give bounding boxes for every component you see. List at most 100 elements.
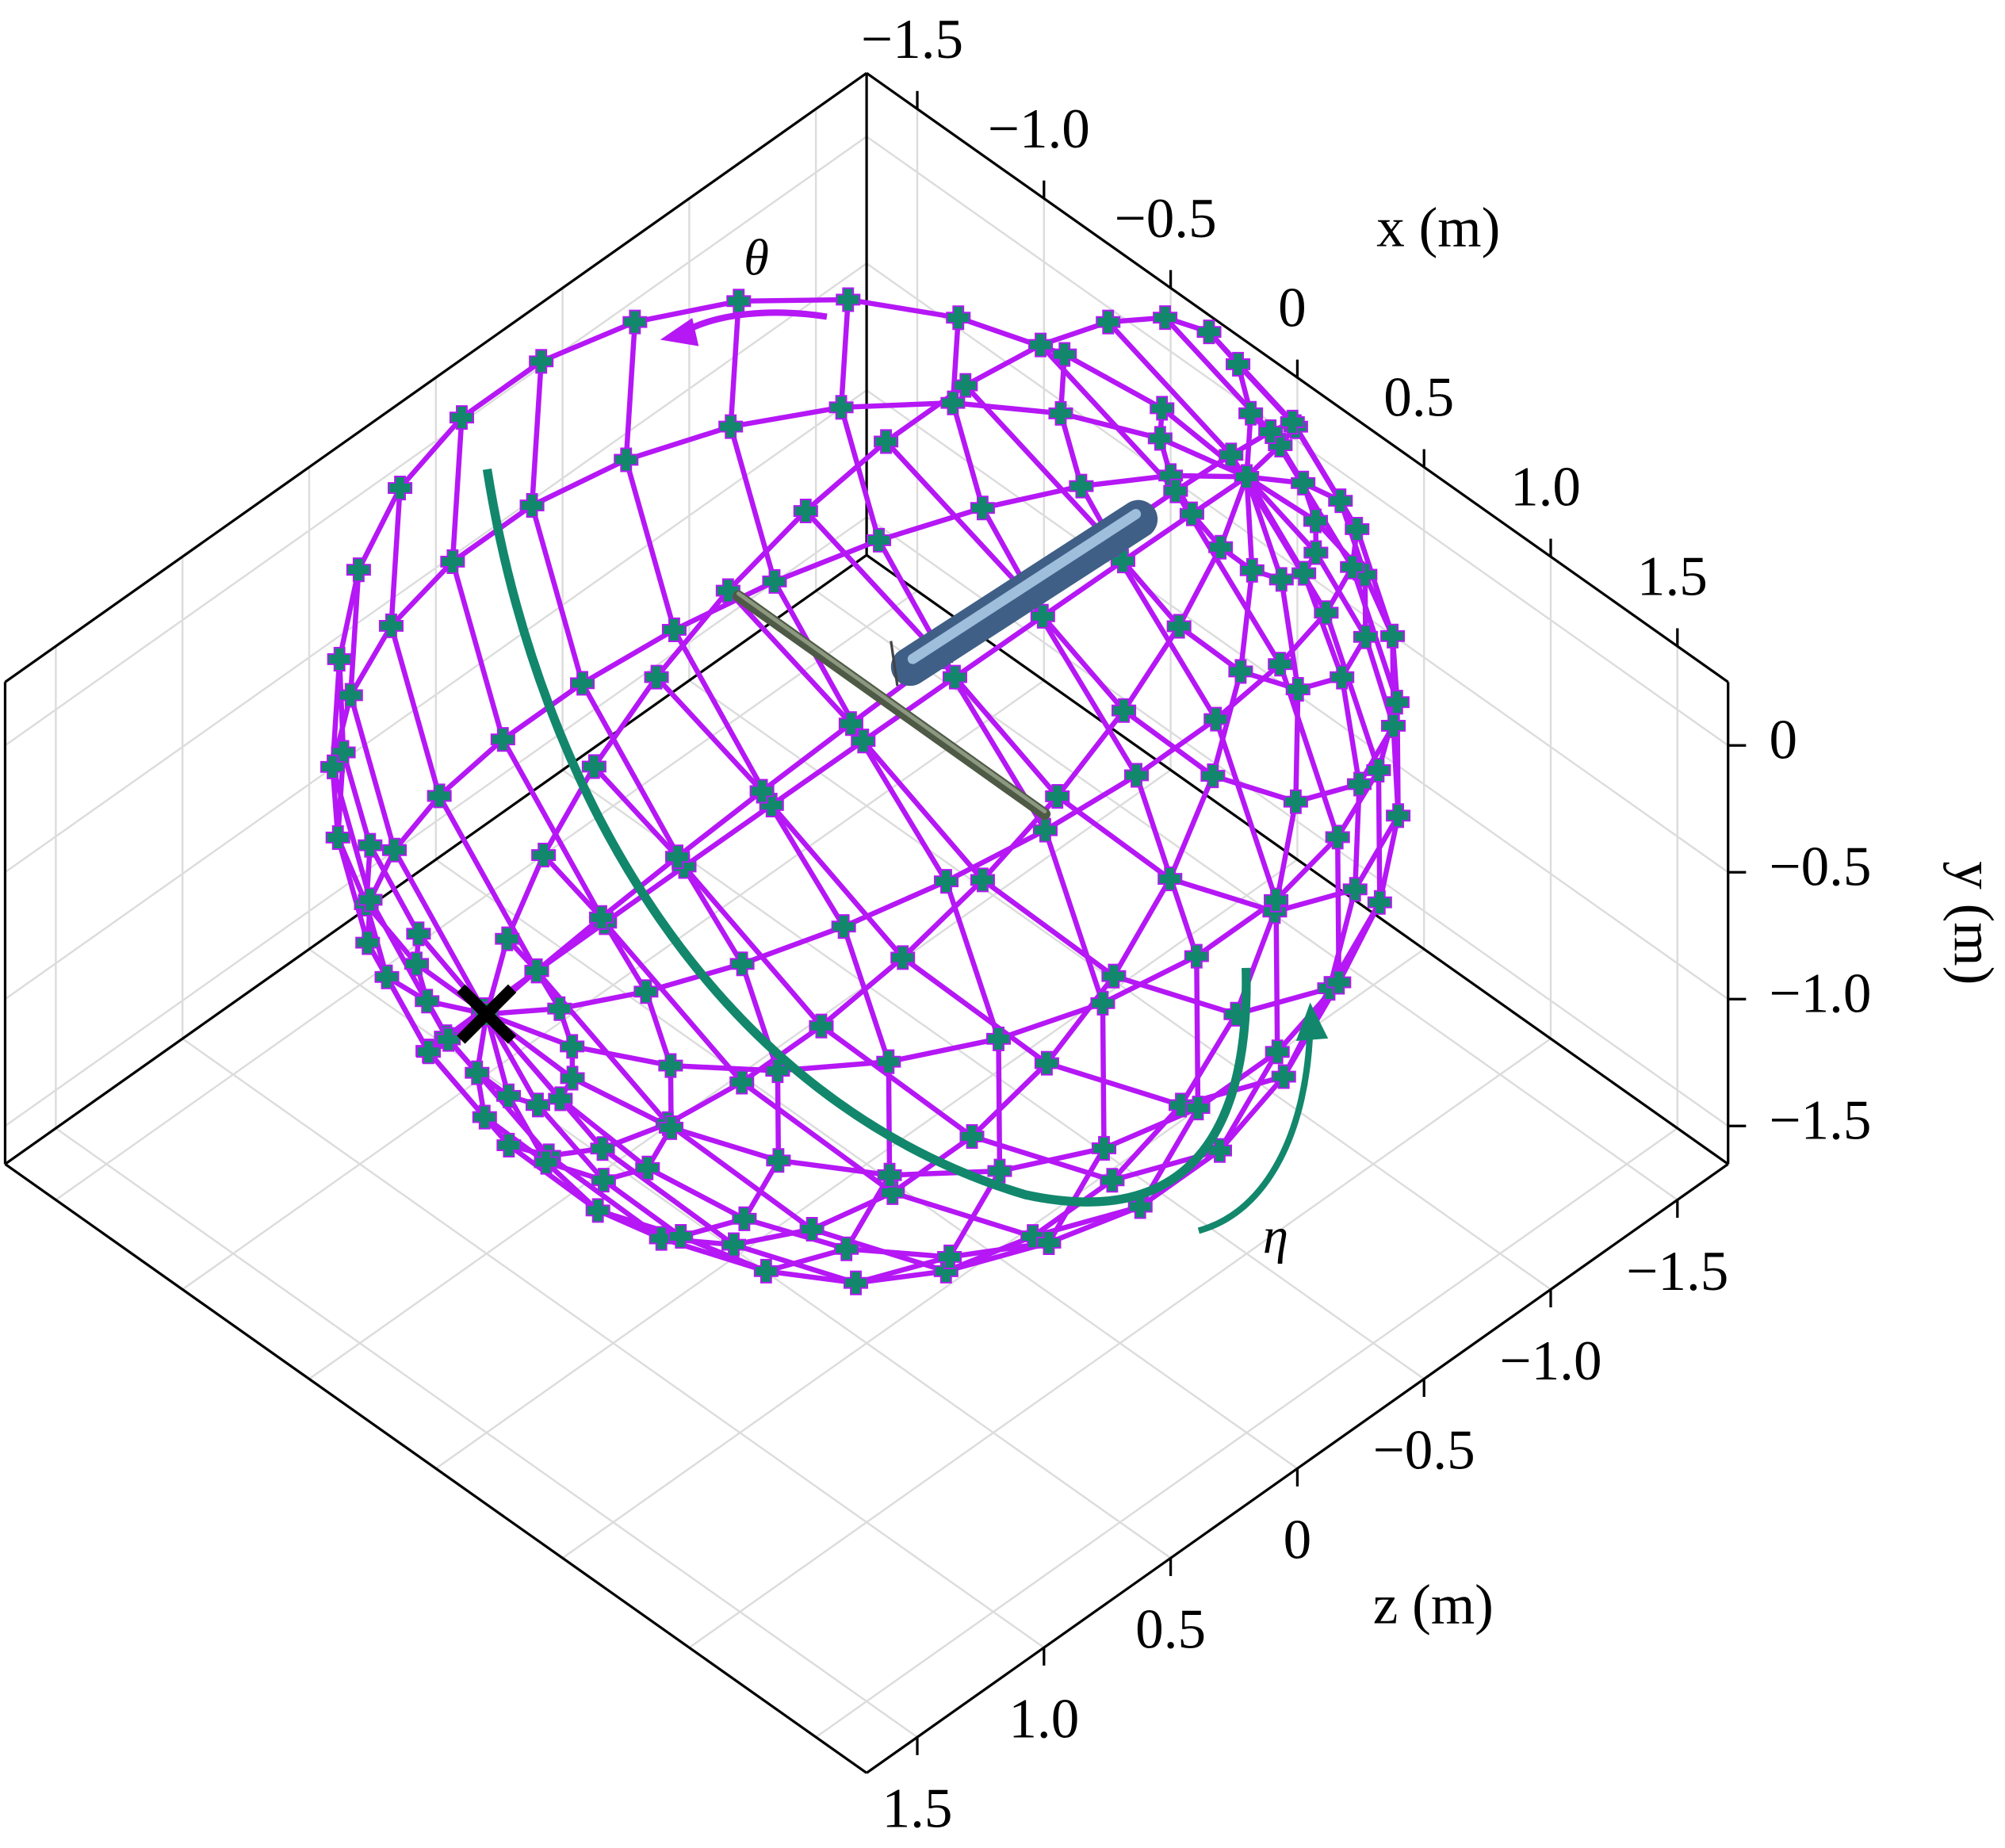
mesh-point bbox=[1179, 501, 1204, 526]
mesh-point bbox=[1163, 478, 1188, 503]
mesh-point bbox=[1314, 600, 1339, 626]
mesh-point bbox=[1124, 763, 1150, 788]
mesh-point bbox=[378, 613, 404, 638]
mesh-point bbox=[1157, 867, 1183, 892]
mesh-point bbox=[465, 1060, 490, 1085]
mesh-point bbox=[1234, 464, 1260, 489]
mesh-point bbox=[836, 287, 861, 312]
mesh-point bbox=[729, 1069, 755, 1095]
mesh-point bbox=[427, 783, 452, 809]
mesh-point bbox=[1203, 706, 1229, 732]
mesh-point bbox=[1303, 508, 1329, 534]
mesh-point bbox=[1265, 1039, 1290, 1065]
mesh-point bbox=[585, 1198, 610, 1223]
mesh-point bbox=[1326, 970, 1352, 995]
mesh-point bbox=[525, 1092, 550, 1118]
rod bbox=[733, 590, 1051, 821]
cylinder-highlight bbox=[907, 508, 1142, 664]
axis-edge bbox=[4, 553, 868, 1165]
mesh-point bbox=[718, 414, 744, 439]
x-tick-label: 1.0 bbox=[1510, 457, 1581, 518]
mesh-point bbox=[876, 1049, 901, 1074]
mesh-point bbox=[649, 1226, 674, 1251]
mesh-point bbox=[346, 557, 371, 583]
mesh-point bbox=[1291, 470, 1316, 495]
mesh-point bbox=[831, 914, 856, 939]
mesh-point bbox=[1268, 652, 1293, 677]
mesh-point bbox=[590, 1136, 615, 1161]
y-tick-label: −1.0 bbox=[1769, 963, 1871, 1025]
mesh-point bbox=[799, 1217, 825, 1242]
z-tick-label: −0.5 bbox=[1373, 1420, 1475, 1482]
z-tick-label: 1.5 bbox=[882, 1778, 953, 1840]
mesh-point bbox=[933, 869, 959, 894]
mesh-point bbox=[1280, 409, 1305, 434]
mesh-point bbox=[1238, 400, 1264, 426]
mesh-point bbox=[1330, 664, 1355, 690]
mesh-point bbox=[472, 1104, 497, 1130]
mesh-point bbox=[880, 1180, 905, 1205]
mesh-point bbox=[877, 1162, 902, 1188]
meridian bbox=[330, 400, 1248, 1016]
mesh-point bbox=[1353, 624, 1378, 649]
mesh-point bbox=[953, 373, 978, 398]
z-axis-label: z (m) bbox=[1373, 1574, 1494, 1636]
annotation: θ bbox=[744, 228, 769, 285]
mesh-point bbox=[331, 740, 356, 765]
mesh-point bbox=[415, 989, 440, 1014]
mesh-point bbox=[668, 1224, 694, 1249]
mesh-point bbox=[1271, 1064, 1296, 1089]
mesh-point bbox=[633, 979, 659, 1004]
mesh-point bbox=[762, 568, 787, 594]
mesh-point bbox=[1048, 400, 1073, 426]
mesh-point bbox=[1347, 771, 1372, 797]
mesh-point bbox=[614, 447, 639, 473]
eta-arc bbox=[482, 468, 1251, 1207]
mesh-point bbox=[1381, 713, 1406, 739]
mesh-point bbox=[721, 1232, 747, 1257]
mesh-point bbox=[560, 1066, 585, 1091]
mesh-point bbox=[765, 1058, 790, 1084]
mesh-point bbox=[985, 1026, 1012, 1051]
mesh-point bbox=[490, 727, 515, 752]
mesh-point bbox=[581, 754, 606, 779]
mesh-point bbox=[644, 664, 669, 690]
axis-edge bbox=[4, 71, 868, 683]
mesh-point bbox=[406, 921, 431, 947]
mesh-point bbox=[987, 1158, 1012, 1184]
eta-arrow bbox=[1197, 1025, 1314, 1234]
mesh-point bbox=[729, 951, 755, 977]
mesh-point bbox=[874, 429, 899, 454]
mesh-point bbox=[496, 1133, 522, 1158]
mesh-point bbox=[970, 495, 995, 521]
mesh-point bbox=[1386, 803, 1411, 828]
mesh-point bbox=[1283, 789, 1308, 814]
rod-highlight bbox=[736, 591, 1047, 814]
mesh-point bbox=[449, 405, 474, 430]
mesh-point bbox=[1200, 763, 1226, 789]
mesh-point bbox=[436, 1027, 461, 1052]
mesh-point bbox=[1069, 473, 1094, 499]
z-tick-label: 0 bbox=[1284, 1509, 1312, 1571]
mesh-point bbox=[1366, 757, 1391, 783]
mesh-point bbox=[1101, 963, 1127, 989]
mesh-point bbox=[1169, 1092, 1194, 1118]
mesh-point bbox=[1184, 943, 1209, 969]
mesh-point bbox=[560, 1034, 585, 1059]
annotation: η bbox=[1263, 1207, 1288, 1264]
mesh-point bbox=[866, 527, 892, 553]
theta-arrowhead bbox=[660, 318, 699, 346]
mesh-point bbox=[1328, 488, 1353, 514]
mesh-point bbox=[834, 1236, 859, 1261]
mesh-point bbox=[570, 671, 595, 696]
mesh-point bbox=[1367, 890, 1392, 915]
mesh-point bbox=[1185, 1096, 1211, 1121]
z-tick-label: 0.5 bbox=[1135, 1599, 1206, 1661]
mesh-point bbox=[715, 578, 740, 603]
mesh-point bbox=[1384, 690, 1410, 715]
mesh-point bbox=[531, 843, 557, 868]
mesh-point bbox=[496, 1083, 522, 1108]
mesh-point bbox=[1032, 817, 1058, 843]
mesh-point bbox=[1091, 1135, 1117, 1161]
